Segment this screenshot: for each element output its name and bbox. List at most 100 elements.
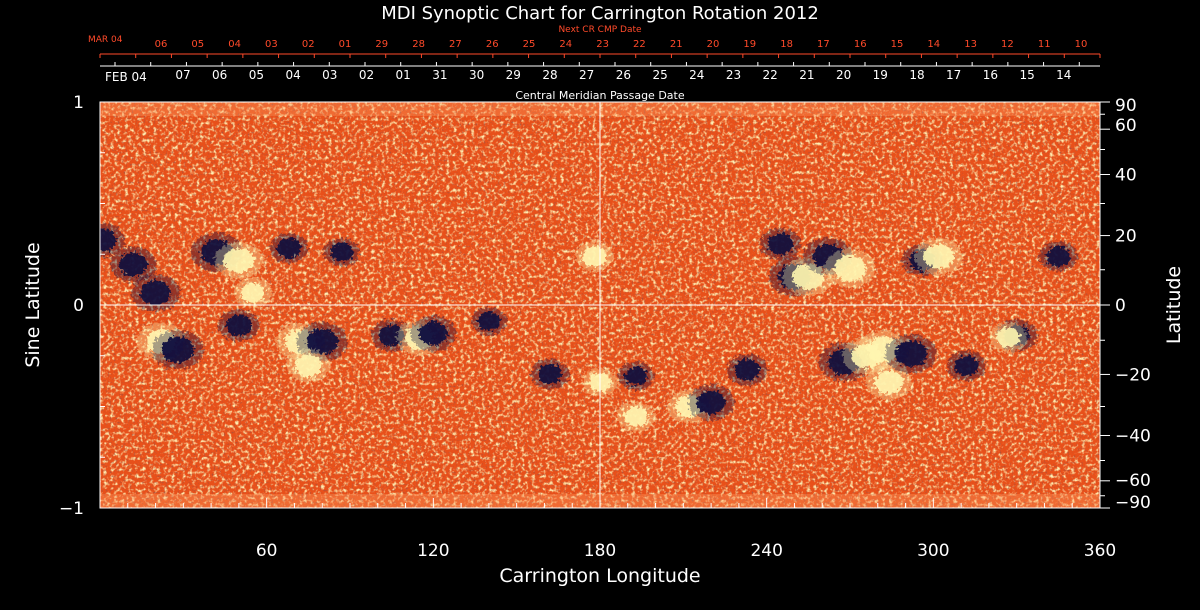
top-red-tick-label: 15 bbox=[891, 39, 904, 50]
y-right-tick-label: 60 bbox=[1115, 116, 1137, 136]
top-axis-cmp-start: FEB 04 bbox=[105, 70, 147, 84]
positive-polarity-region bbox=[923, 243, 955, 269]
positive-polarity-region bbox=[582, 246, 607, 267]
y-right-tick-label: 20 bbox=[1115, 227, 1137, 247]
top-red-tick-label: 11 bbox=[1038, 39, 1051, 50]
positive-polarity-region bbox=[624, 406, 649, 427]
top-white-tick-label: 26 bbox=[616, 68, 631, 82]
x-tick-label: 60 bbox=[256, 541, 278, 561]
top-red-tick-label: 18 bbox=[780, 39, 793, 50]
top-white-tick-label: 25 bbox=[652, 68, 667, 82]
positive-polarity-region bbox=[874, 370, 904, 394]
top-white-tick-label: 19 bbox=[873, 68, 888, 82]
top-white-tick-label: 07 bbox=[175, 68, 190, 82]
top-white-tick-label: 17 bbox=[946, 68, 961, 82]
y-right-tick-label: −20 bbox=[1115, 365, 1151, 385]
top-white-tick-label: 14 bbox=[1056, 68, 1071, 82]
y-right-tick-label: 40 bbox=[1115, 166, 1137, 186]
top-white-tick-label: 20 bbox=[836, 68, 851, 82]
y-left-tick-label: −1 bbox=[59, 499, 84, 519]
top-white-tick-label: 03 bbox=[322, 68, 337, 82]
negative-polarity-region bbox=[306, 328, 339, 355]
top-axis-cmp: FEB 04 07 06 05 04 03 02 01 31 30 29 28 27 26 25 24 23 2… bbox=[100, 62, 1100, 102]
negative-polarity-region bbox=[696, 390, 726, 415]
top-white-tick-label: 23 bbox=[726, 68, 741, 82]
top-white-tick-label: 05 bbox=[249, 68, 264, 82]
top-white-tick-label: 16 bbox=[983, 68, 998, 82]
y-right-tick-label: 90 bbox=[1115, 96, 1137, 116]
top-red-tick-label: 16 bbox=[854, 39, 867, 50]
top-red-tick-label: 19 bbox=[743, 39, 756, 50]
negative-polarity-region bbox=[330, 242, 353, 262]
x-tick-label: 120 bbox=[417, 541, 449, 561]
negative-polarity-region bbox=[140, 280, 171, 306]
y-axis-right-label: Latitude bbox=[1163, 266, 1185, 344]
top-white-tick-label: 27 bbox=[579, 68, 594, 82]
y-right-tick-label: −90 bbox=[1115, 493, 1151, 513]
negative-polarity-region bbox=[226, 314, 252, 336]
positive-polarity-region bbox=[834, 255, 866, 282]
negative-polarity-region bbox=[954, 355, 979, 376]
top-white-tick-label: 22 bbox=[763, 68, 778, 82]
y-right-tick-label: −60 bbox=[1115, 471, 1151, 491]
x-axis: 60 120 180 240 300 360 bbox=[99, 498, 1116, 561]
top-red-tick-label: 22 bbox=[633, 39, 646, 50]
top-red-tick-label: 03 bbox=[265, 39, 278, 50]
top-axis-next-cr: Next CR CMP Date MAR 04 06 05 04 03 02 01 29 28… bbox=[88, 25, 1101, 58]
top-red-tick-label: 24 bbox=[559, 39, 572, 50]
top-white-tick-label: 15 bbox=[1019, 68, 1034, 82]
top-axis-next-cr-start: MAR 04 bbox=[88, 35, 123, 45]
y-right-tick-label: 0 bbox=[1115, 296, 1126, 316]
top-red-tick-label: 26 bbox=[486, 39, 499, 50]
top-red-tick-label: 28 bbox=[412, 39, 425, 50]
y-axis-left-label: Sine Latitude bbox=[22, 242, 44, 367]
positive-polarity-region bbox=[223, 247, 255, 273]
negative-polarity-region bbox=[767, 233, 794, 255]
y-left-tick-label: 0 bbox=[73, 296, 84, 316]
top-axis-cmp-title: Central Meridian Passage Date bbox=[515, 89, 684, 102]
top-white-tick-label: 06 bbox=[212, 68, 227, 82]
top-red-tick-label: 14 bbox=[927, 39, 940, 50]
top-white-tick-label: 02 bbox=[359, 68, 374, 82]
top-red-tick-label: 02 bbox=[302, 39, 315, 50]
chart-title: MDI Synoptic Chart for Carrington Rotati… bbox=[381, 3, 819, 24]
negative-polarity-region bbox=[276, 238, 301, 259]
positive-polarity-region bbox=[240, 282, 265, 303]
top-white-tick-label: 04 bbox=[285, 68, 300, 82]
top-white-tick-label: 01 bbox=[396, 68, 411, 82]
top-white-tick-label: 24 bbox=[689, 68, 704, 82]
top-red-tick-label: 01 bbox=[339, 39, 352, 50]
negative-polarity-region bbox=[538, 364, 562, 385]
top-red-tick-label: 04 bbox=[228, 39, 241, 50]
top-white-tick-label: 18 bbox=[909, 68, 924, 82]
negative-polarity-region bbox=[161, 336, 194, 363]
x-tick-label: 300 bbox=[917, 541, 949, 561]
top-red-tick-label: 20 bbox=[707, 39, 720, 50]
top-red-tick-label: 10 bbox=[1075, 39, 1088, 50]
top-white-tick-label: 29 bbox=[506, 68, 521, 82]
y-axis-left: 1 0 −1 bbox=[59, 93, 110, 519]
x-axis-label: Carrington Longitude bbox=[499, 565, 700, 587]
top-white-tick-label: 30 bbox=[469, 68, 484, 82]
top-red-tick-label: 06 bbox=[155, 39, 168, 50]
x-tick-label: 240 bbox=[750, 541, 782, 561]
negative-polarity-region bbox=[1046, 246, 1071, 267]
top-red-tick-label: 21 bbox=[670, 39, 683, 50]
negative-polarity-region bbox=[100, 228, 117, 252]
positive-polarity-region bbox=[996, 327, 1021, 348]
top-red-tick-label: 12 bbox=[1001, 39, 1014, 50]
top-red-tick-label: 17 bbox=[817, 39, 830, 50]
negative-polarity-region bbox=[895, 340, 928, 367]
negative-polarity-region bbox=[624, 366, 648, 386]
positive-polarity-region bbox=[294, 354, 322, 378]
x-tick-label: 360 bbox=[1084, 541, 1116, 561]
x-tick-label: 180 bbox=[584, 541, 616, 561]
top-white-tick-label: 31 bbox=[432, 68, 447, 82]
top-white-tick-label: 21 bbox=[799, 68, 814, 82]
negative-polarity-region bbox=[734, 359, 761, 381]
top-red-tick-label: 05 bbox=[191, 39, 204, 50]
negative-polarity-region bbox=[418, 321, 448, 346]
negative-polarity-region bbox=[477, 311, 501, 331]
